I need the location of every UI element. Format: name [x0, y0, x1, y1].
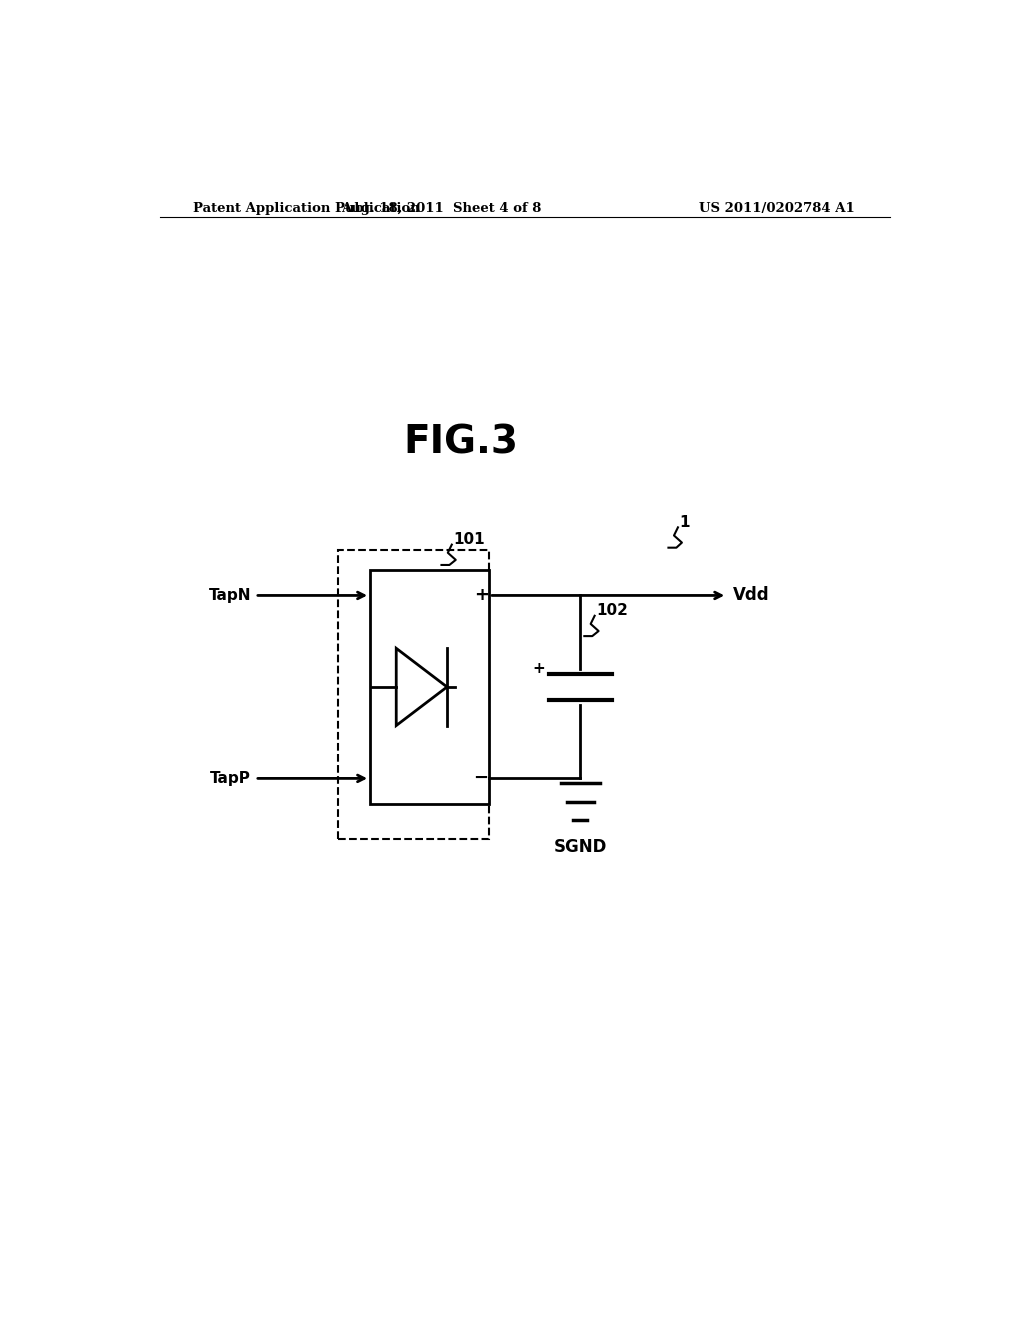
Text: 102: 102 — [596, 603, 628, 618]
Text: +: + — [474, 586, 488, 605]
Text: US 2011/0202784 A1: US 2011/0202784 A1 — [699, 202, 855, 215]
Bar — [370, 570, 489, 804]
Text: +: + — [532, 661, 546, 676]
Text: TapP: TapP — [210, 771, 251, 785]
Text: FIG.3: FIG.3 — [403, 424, 519, 462]
Text: −: − — [473, 770, 488, 788]
Bar — [338, 549, 489, 840]
Text: 1: 1 — [680, 515, 690, 529]
Text: Vdd: Vdd — [733, 586, 769, 605]
Text: 101: 101 — [454, 532, 485, 546]
Text: SGND: SGND — [554, 837, 607, 855]
Text: TapN: TapN — [209, 587, 251, 603]
Text: Aug. 18, 2011  Sheet 4 of 8: Aug. 18, 2011 Sheet 4 of 8 — [341, 202, 542, 215]
Text: Patent Application Publication: Patent Application Publication — [194, 202, 420, 215]
